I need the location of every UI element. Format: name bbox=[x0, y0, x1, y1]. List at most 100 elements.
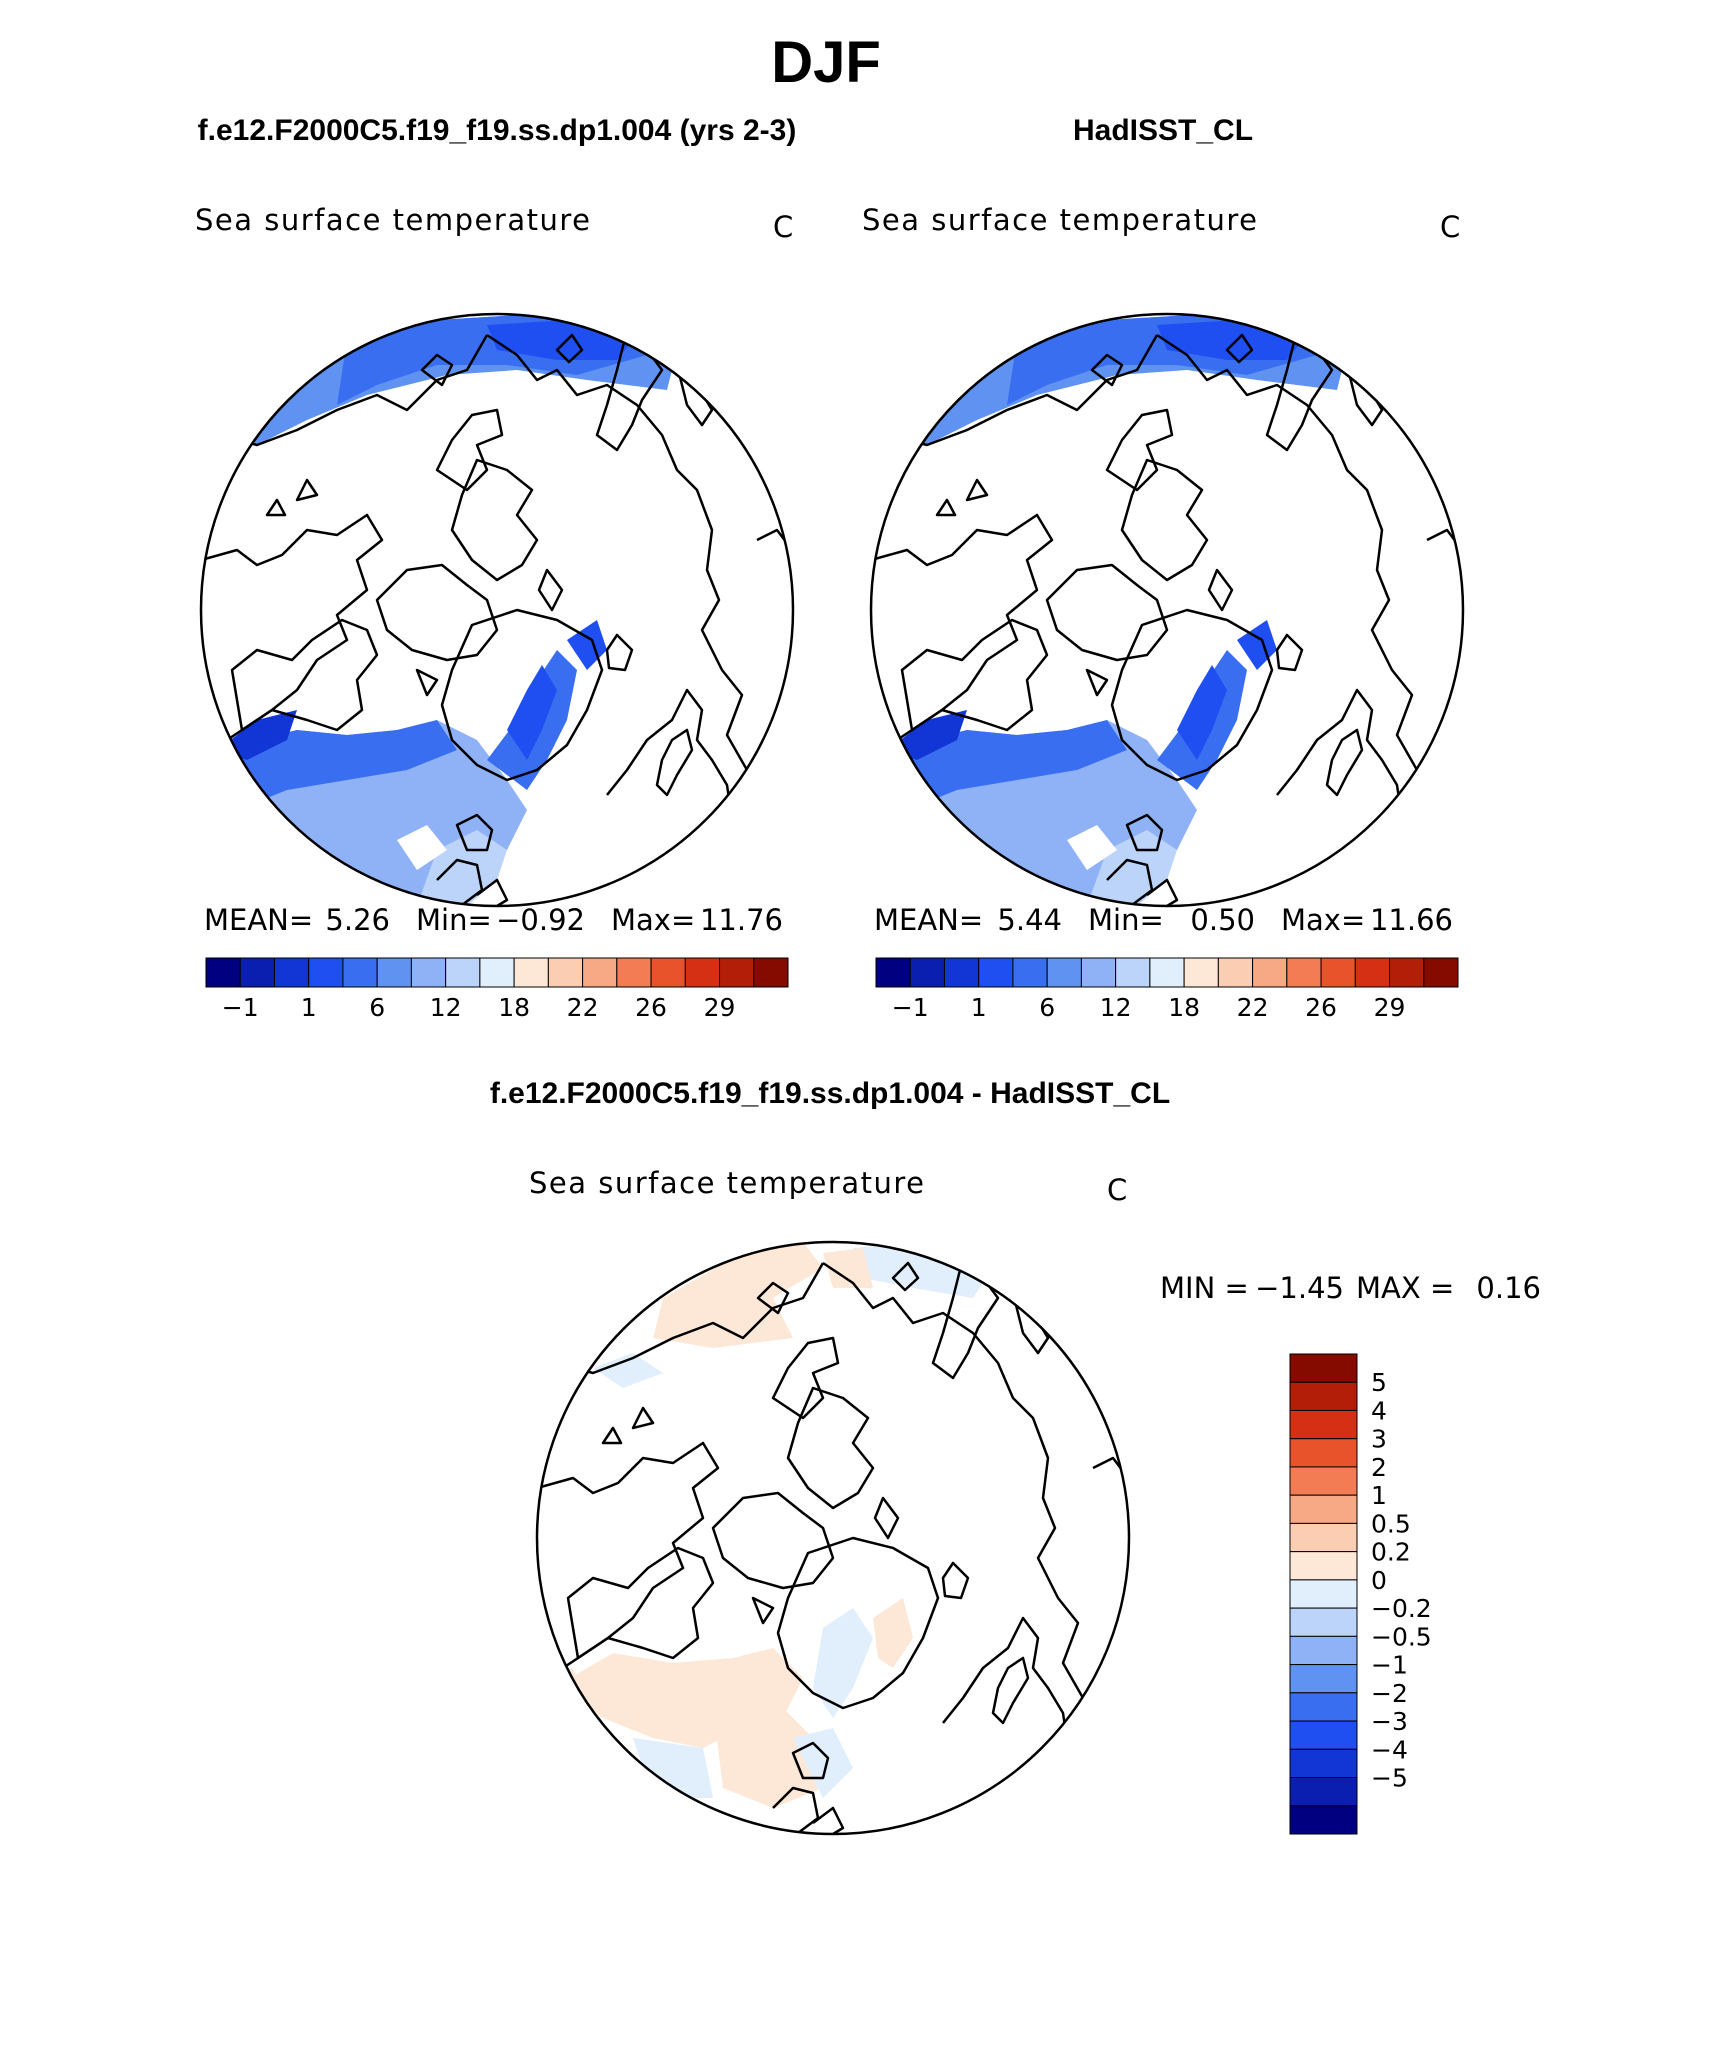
colorbar-tick-label: 5 bbox=[1371, 1368, 1387, 1397]
colorbar-swatch bbox=[1289, 1607, 1358, 1637]
colorbar-swatch bbox=[1289, 1494, 1358, 1524]
colorbar-swatch bbox=[875, 957, 911, 988]
panel-model-variable: Sea surface temperature bbox=[195, 203, 590, 237]
colorbar-tick-label: 1 bbox=[301, 993, 317, 1022]
obs-max-value: 11.66 bbox=[1370, 903, 1453, 937]
panel-diff-map bbox=[535, 1240, 1131, 1836]
panel-obs-heading: HadISST_CL bbox=[1073, 114, 1253, 147]
colorbar-swatch bbox=[513, 957, 549, 988]
colorbar-swatch bbox=[308, 957, 344, 988]
obs-mean-label: MEAN= bbox=[874, 903, 983, 937]
colorbar-tick-label: −0.2 bbox=[1371, 1594, 1432, 1623]
colorbar-swatch bbox=[1289, 1466, 1358, 1496]
colorbar-swatch bbox=[978, 957, 1014, 988]
colorbar-tick-label: 4 bbox=[1371, 1396, 1387, 1425]
panel-diff-variable: Sea surface temperature bbox=[529, 1166, 924, 1200]
colorbar-swatch bbox=[1289, 1353, 1358, 1383]
colorbar-swatch bbox=[1252, 957, 1288, 988]
panel-obs-variable: Sea surface temperature bbox=[862, 203, 1257, 237]
model-max-label: Max= bbox=[611, 903, 695, 937]
colorbar-tick-label: 22 bbox=[1237, 993, 1269, 1022]
colorbar-tick-label: −4 bbox=[1371, 1735, 1408, 1764]
colorbar-tick-label: 0 bbox=[1371, 1566, 1387, 1595]
obs-min-label: Min= bbox=[1088, 903, 1164, 937]
colorbar-swatch bbox=[239, 957, 275, 988]
colorbar-tick-label: 6 bbox=[1039, 993, 1055, 1022]
colorbar-swatch bbox=[1289, 1438, 1358, 1468]
colorbar-swatch bbox=[1046, 957, 1082, 988]
panel-model-map bbox=[199, 312, 795, 908]
colorbar-swatch bbox=[1289, 1692, 1358, 1722]
colorbar-tick-label: −5 bbox=[1371, 1764, 1408, 1793]
colorbar-tick-label: −2 bbox=[1371, 1679, 1408, 1708]
panel-model-heading: f.e12.F2000C5.f19_f19.ss.dp1.004 (yrs 2-… bbox=[198, 114, 797, 147]
colorbar-swatch bbox=[410, 957, 447, 988]
colorbar-swatch bbox=[376, 957, 412, 988]
colorbar-swatch bbox=[719, 957, 755, 988]
colorbar-tick-label: −3 bbox=[1371, 1707, 1408, 1736]
colorbar-tick-label: 0.2 bbox=[1371, 1538, 1411, 1567]
panel-diff-stats: MIN = −1.45 MAX = 0.16 bbox=[1160, 1271, 1541, 1305]
colorbar-tick-label: 29 bbox=[704, 993, 736, 1022]
colorbar-swatch bbox=[1289, 1720, 1358, 1750]
colorbar-swatch bbox=[1289, 1664, 1358, 1694]
colorbar-swatch bbox=[1389, 957, 1425, 988]
colorbar-swatch bbox=[1289, 1777, 1358, 1807]
colorbar-swatch bbox=[1354, 957, 1391, 988]
obs-mean-value: 5.44 bbox=[997, 903, 1062, 937]
colorbar-swatch bbox=[1286, 957, 1322, 988]
colorbar-swatch bbox=[1289, 1579, 1358, 1609]
colorbar-swatch bbox=[616, 957, 652, 988]
diff-min-label: MIN = bbox=[1160, 1271, 1249, 1305]
colorbar-tick-label: 12 bbox=[1100, 993, 1132, 1022]
colorbar-swatch bbox=[1289, 1635, 1358, 1666]
colorbar-tick-label: −1 bbox=[222, 993, 259, 1022]
diff-max-label: MAX = bbox=[1356, 1271, 1454, 1305]
colorbar-swatch bbox=[1183, 957, 1219, 988]
colorbar-tick-label: 6 bbox=[369, 993, 385, 1022]
colorbar-tick-label: 2 bbox=[1371, 1453, 1387, 1482]
colorbar-swatch bbox=[445, 957, 481, 988]
colorbar-tick-label: 12 bbox=[430, 993, 462, 1022]
colorbar-swatch bbox=[1289, 1381, 1358, 1411]
colorbar-swatch bbox=[1149, 957, 1185, 988]
colorbar-swatch bbox=[205, 957, 241, 988]
panel-obs-units: C bbox=[1440, 210, 1460, 244]
diff-min-value: −1.45 bbox=[1255, 1271, 1344, 1305]
diff-max-value: 0.16 bbox=[1476, 1271, 1541, 1305]
colorbar-tick-label: −1 bbox=[892, 993, 929, 1022]
obs-min-value: 0.50 bbox=[1190, 903, 1255, 937]
model-mean-label: MEAN= bbox=[204, 903, 313, 937]
colorbar-tick-label: 18 bbox=[498, 993, 530, 1022]
colorbar-tick-label: 26 bbox=[1305, 993, 1337, 1022]
colorbar-tick-label: 1 bbox=[971, 993, 987, 1022]
colorbar-tick-label: 22 bbox=[567, 993, 599, 1022]
model-min-value: −0.92 bbox=[496, 903, 585, 937]
colorbar-swatch bbox=[1115, 957, 1151, 988]
colorbar-tick-label: 26 bbox=[635, 993, 667, 1022]
panel-obs-map bbox=[869, 312, 1465, 908]
panel-obs-stats: MEAN= 5.44 Min= 0.50 Max= 11.66 bbox=[874, 903, 1453, 937]
colorbar-swatch bbox=[547, 957, 584, 988]
panel-model-units: C bbox=[773, 210, 793, 244]
panel-model-colorbar: −1 1 6 12 18 22 26 29 bbox=[205, 957, 789, 1022]
colorbar-swatch bbox=[342, 957, 378, 988]
colorbar-swatch bbox=[943, 957, 980, 988]
colorbar-tick-label: −0.5 bbox=[1371, 1622, 1432, 1651]
model-min-label: Min= bbox=[416, 903, 492, 937]
colorbar-tick-label: 1 bbox=[1371, 1481, 1387, 1510]
colorbar-tick-label: −1 bbox=[1371, 1651, 1408, 1680]
panel-diff-units: C bbox=[1107, 1173, 1127, 1207]
colorbar-swatch bbox=[1289, 1805, 1358, 1835]
colorbar-swatch bbox=[753, 957, 789, 988]
colorbar-swatch bbox=[1289, 1551, 1358, 1581]
model-max-value: 11.76 bbox=[700, 903, 783, 937]
colorbar-swatch bbox=[1289, 1522, 1358, 1553]
colorbar-tick-label: 29 bbox=[1374, 993, 1406, 1022]
figure-title: DJF bbox=[771, 30, 881, 95]
colorbar-swatch bbox=[273, 957, 310, 988]
colorbar-swatch bbox=[582, 957, 618, 988]
model-mean-value: 5.26 bbox=[325, 903, 390, 937]
